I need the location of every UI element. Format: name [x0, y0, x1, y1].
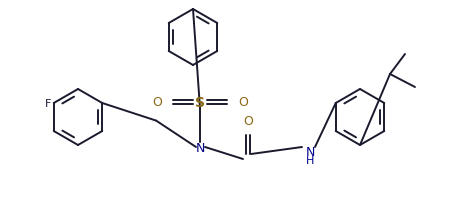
Text: O: O	[238, 96, 248, 109]
Text: O: O	[243, 115, 253, 127]
Text: O: O	[152, 96, 162, 109]
Text: F: F	[45, 99, 51, 108]
Text: S: S	[195, 96, 205, 109]
Text: N: N	[305, 146, 315, 159]
Text: H: H	[306, 155, 314, 165]
Text: N: N	[196, 141, 205, 154]
